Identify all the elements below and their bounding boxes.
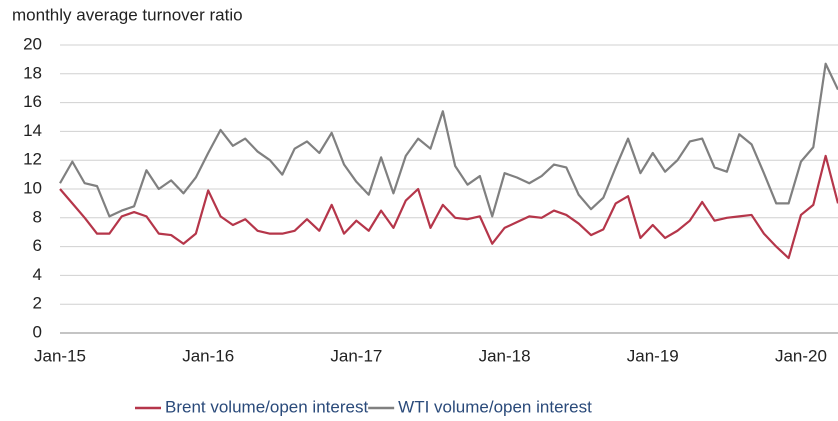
x-tick-label: Jan-16 (182, 346, 234, 365)
series-line (59, 62, 838, 218)
legend-label: Brent volume/open interest (165, 397, 368, 416)
y-tick-label: 14 (23, 121, 42, 140)
y-tick-label: 4 (33, 265, 42, 284)
y-tick-label: 8 (33, 207, 42, 226)
x-tick-label: Jan-19 (627, 346, 679, 365)
x-tick-label: Jan-17 (330, 346, 382, 365)
y-tick-label: 20 (23, 34, 42, 53)
y-tick-label: 16 (23, 92, 42, 111)
x-tick-label: Jan-15 (34, 346, 86, 365)
legend-label: WTI volume/open interest (398, 397, 592, 416)
y-tick-label: 10 (23, 178, 42, 197)
y-tick-label: 2 (33, 294, 42, 313)
y-tick-label: 0 (33, 322, 42, 341)
series-line (59, 154, 838, 260)
y-tick-label: 6 (33, 236, 42, 255)
chart-title: monthly average turnover ratio (12, 5, 243, 24)
x-tick-label: Jan-18 (479, 346, 531, 365)
x-tick-label: Jan-20 (775, 346, 827, 365)
y-tick-label: 12 (23, 150, 42, 169)
y-tick-label: 18 (23, 63, 42, 82)
